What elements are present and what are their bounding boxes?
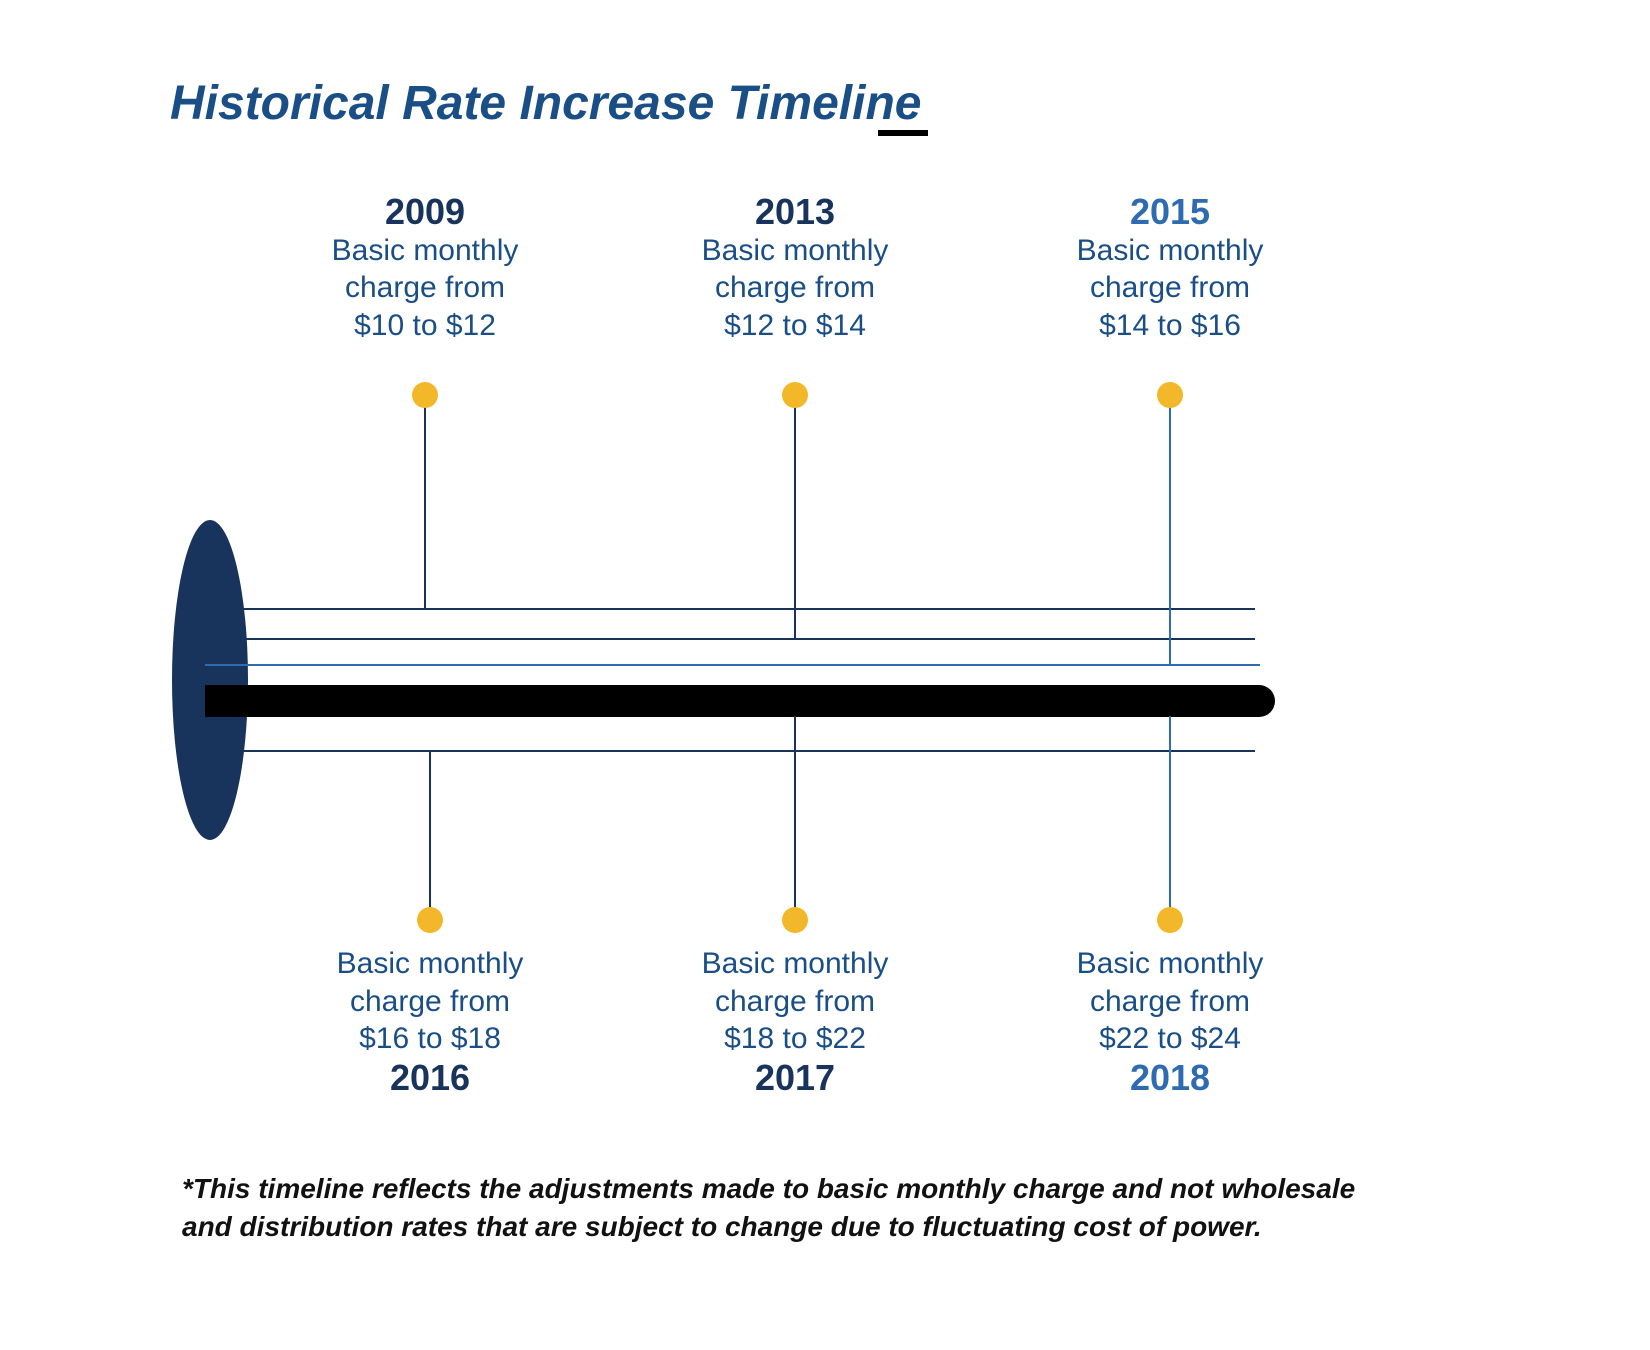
title-underline-accent: [878, 130, 928, 136]
entry-bot-line-0-2: $16 to $18: [290, 1020, 570, 1058]
entry-top-line-2-2: $14 to $16: [1030, 307, 1310, 345]
entry-bot-0: Basic monthlycharge from$16 to $182016: [290, 945, 570, 1097]
entry-top-line-0-2: $10 to $12: [285, 307, 565, 345]
entry-top-year-2: 2015: [1030, 192, 1310, 232]
timeline-infographic: Historical Rate Increase Timeline 2009Ba…: [0, 0, 1650, 1350]
connector-bot-v-0: [429, 750, 431, 920]
timeline-main-bar: [205, 685, 1275, 717]
page-title: Historical Rate Increase Timeline: [170, 76, 921, 131]
entry-bot-line-2-1: charge from: [1030, 983, 1310, 1021]
dot-top-1: [782, 382, 808, 408]
entry-bot-line-1-1: charge from: [655, 983, 935, 1021]
footnote: *This timeline reflects the adjustments …: [182, 1170, 1372, 1246]
dot-top-0: [412, 382, 438, 408]
entry-top-2: 2015Basic monthlycharge from$14 to $16: [1030, 192, 1310, 344]
entry-top-line-1-0: Basic monthly: [655, 232, 935, 270]
connector-bot-v-1: [794, 716, 796, 920]
entry-top-line-1-2: $12 to $14: [655, 307, 935, 345]
entry-bot-year-2: 2018: [1030, 1058, 1310, 1098]
entry-bot-year-1: 2017: [655, 1058, 935, 1098]
entry-top-0: 2009Basic monthlycharge from$10 to $12: [285, 192, 565, 344]
dot-bot-1: [782, 907, 808, 933]
entry-bot-line-2-2: $22 to $24: [1030, 1020, 1310, 1058]
connector-top-h-1: [205, 638, 795, 640]
connector-top-v-2: [1169, 395, 1171, 664]
entry-top-year-0: 2009: [285, 192, 565, 232]
entry-bot-line-0-0: Basic monthly: [290, 945, 570, 983]
entry-bot-line-1-2: $18 to $22: [655, 1020, 935, 1058]
dot-bot-0: [417, 907, 443, 933]
connector-top-h-0: [205, 608, 425, 610]
entry-bot-2: Basic monthlycharge from$22 to $242018: [1030, 945, 1310, 1097]
entry-bot-line-0-1: charge from: [290, 983, 570, 1021]
connector-top-v-0: [424, 395, 426, 608]
entry-top-line-0-1: charge from: [285, 269, 565, 307]
connector-top-h-2: [205, 664, 1170, 666]
entry-top-line-1-1: charge from: [655, 269, 935, 307]
entry-top-1: 2013Basic monthlycharge from$12 to $14: [655, 192, 935, 344]
entry-bot-line-1-0: Basic monthly: [655, 945, 935, 983]
entry-top-year-1: 2013: [655, 192, 935, 232]
connector-bot-v-2: [1169, 716, 1171, 920]
entry-bot-year-0: 2016: [290, 1058, 570, 1098]
connector-top-v-1: [794, 395, 796, 638]
entry-bot-1: Basic monthlycharge from$18 to $222017: [655, 945, 935, 1097]
dot-bot-2: [1157, 907, 1183, 933]
connector-bot-h-0: [205, 750, 430, 752]
entry-top-line-2-1: charge from: [1030, 269, 1310, 307]
timeline-cap-ellipse: [172, 520, 248, 840]
entry-bot-line-2-0: Basic monthly: [1030, 945, 1310, 983]
entry-top-line-2-0: Basic monthly: [1030, 232, 1310, 270]
entry-top-line-0-0: Basic monthly: [285, 232, 565, 270]
dot-top-2: [1157, 382, 1183, 408]
